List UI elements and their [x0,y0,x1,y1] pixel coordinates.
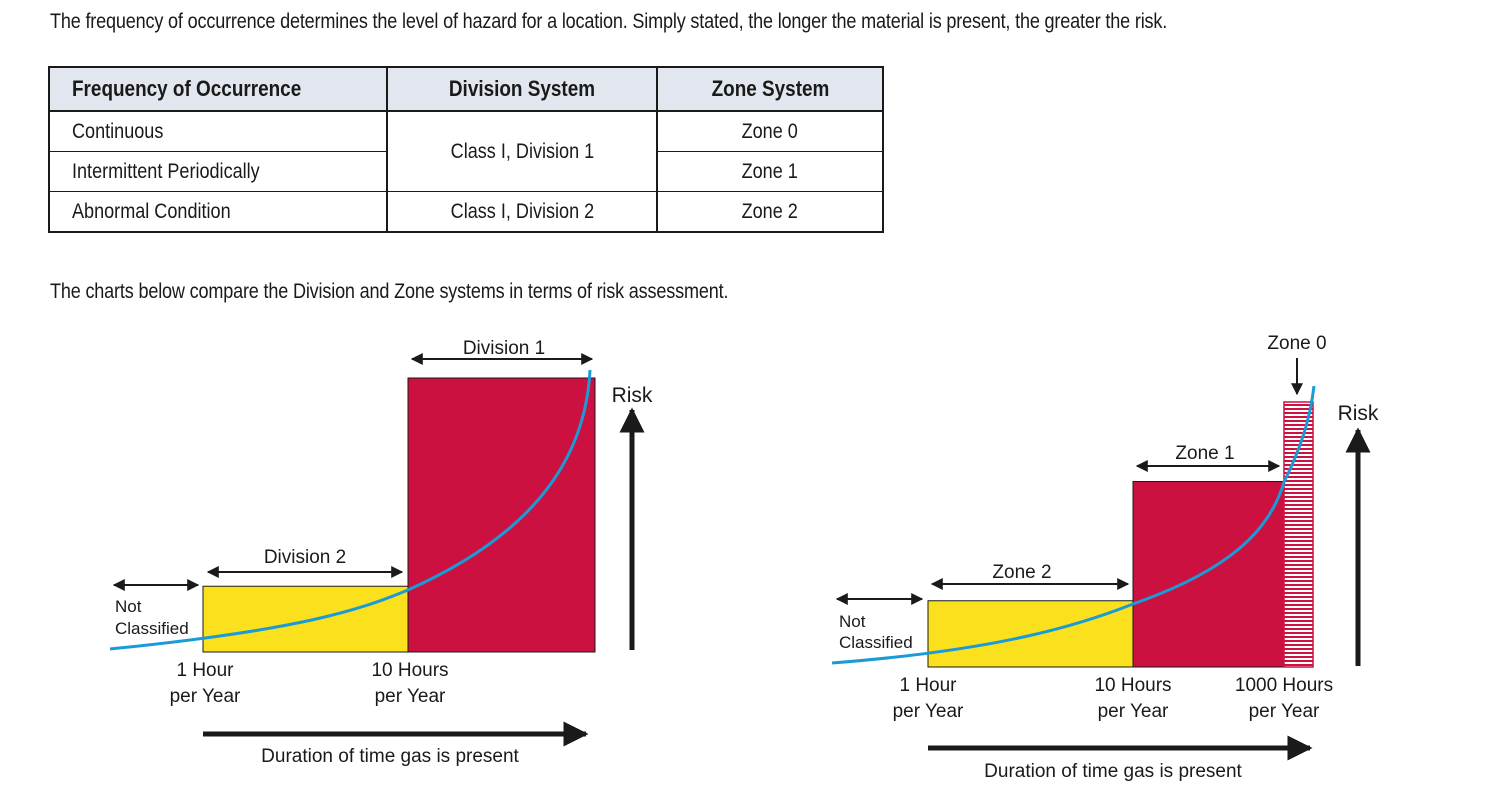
division-chart: Not Classified Division 2 Division 1 1 Hour p… [109,338,653,767]
x-tick-label: per Year [893,701,964,722]
x-tick-label: 1 Hour [176,660,234,681]
zone-2-label: Zone 2 [992,562,1051,583]
zone-cell: Zone 0 [656,111,884,152]
x-tick-label: 1 Hour [899,675,957,696]
duration-axis-label: Duration of time gas is present [261,746,519,767]
division-2-band [202,585,409,653]
not-classified-label: Classified [115,619,189,638]
hazard-classification-table: Frequency of Occurrence Division System … [48,66,884,233]
not-classified-label: Not [115,597,142,616]
frequency-cell: Abnormal Condition [48,191,388,233]
division-1-label: Division 1 [463,338,545,359]
header-zone-system: Zone System [656,66,884,112]
intro-paragraph: The frequency of occurrence determines t… [50,10,1168,33]
x-tick-label: 10 Hours [371,660,448,681]
division-1-band [407,377,596,653]
zone-chart: Not Classified Zone 2 Zone 1 Zone 0 1 Hour per… [831,333,1379,782]
charts-intro-paragraph: The charts below compare the Division an… [50,280,729,303]
division-cell: Class I, Division 2 [386,191,658,233]
x-tick-label: per Year [1249,701,1320,722]
table-row: Continuous Class I, Division 1 Zone 0 [48,111,884,192]
risk-axis-label: Risk [612,384,653,407]
x-tick-label: 10 Hours [1094,675,1171,696]
frequency-cell: Continuous [48,111,388,152]
division-cell-merged: Class I, Division 1 [386,111,658,192]
header-division-system: Division System [386,66,658,112]
zone-0-band [1283,401,1314,668]
header-frequency: Frequency of Occurrence [48,66,388,112]
duration-axis-label: Duration of time gas is present [984,761,1242,782]
division-2-label: Division 2 [264,547,346,568]
not-classified-label: Not [839,612,866,631]
table-row: Abnormal Condition Class I, Division 2 Z… [48,191,884,233]
risk-curve [831,385,1316,665]
zone-cell: Zone 1 [656,151,884,192]
x-tick-label: per Year [375,686,446,707]
table-row: Intermittent Periodically Zone 1 [48,151,884,192]
x-tick-label: per Year [1098,701,1169,722]
risk-axis-label: Risk [1338,402,1379,425]
x-tick-label: 1000 Hours [1235,675,1333,696]
zone-cell: Zone 2 [656,191,884,233]
table-header-row: Frequency of Occurrence Division System … [48,66,884,112]
zone-1-band [1132,481,1285,668]
not-classified-label: Classified [839,633,913,652]
risk-curve [109,369,592,651]
zone-0-label: Zone 0 [1267,333,1326,354]
frequency-cell: Intermittent Periodically [48,151,388,192]
zone-1-label: Zone 1 [1175,443,1234,464]
x-tick-label: per Year [170,686,241,707]
